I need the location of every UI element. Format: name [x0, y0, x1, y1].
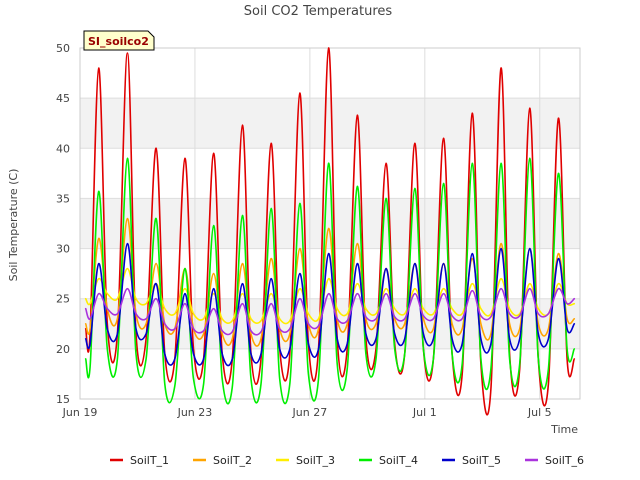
series-line-soilt-6: [84, 287, 576, 336]
legend-label: SoilT_5: [462, 454, 501, 467]
x-tick-label-0: Jun 19: [62, 406, 98, 419]
legend-label: SoilT_4: [379, 454, 418, 467]
legend: SoilT_1 SoilT_2 SoilT_3 SoilT_4 SoilT_5 SoilT…: [110, 454, 584, 467]
legend-item-soilt-4: SoilT_4: [359, 454, 418, 467]
x-tick-label-1: Jun 23: [177, 406, 213, 419]
y-tick-label-4: 35: [56, 192, 70, 205]
x-axis-ticks: Jun 19 Jun 23 Jun 27 Jul 1 Jul 5: [62, 406, 552, 419]
x-axis-label: Time: [550, 423, 578, 436]
site-badge-label: SI_soilco2: [88, 35, 149, 48]
legend-item-soilt-1: SoilT_1: [110, 454, 169, 467]
x-tick-label-2: Jun 27: [292, 406, 328, 419]
legend-label: SoilT_3: [296, 454, 335, 467]
legend-item-soilt-2: SoilT_2: [193, 454, 252, 467]
legend-label: SoilT_6: [545, 454, 584, 467]
y-axis-ticks: 15 20 25 30 35 40 45 50: [56, 42, 70, 406]
band-0: [80, 298, 580, 349]
series-line-soilt-1: [84, 47, 576, 416]
legend-label: SoilT_2: [213, 454, 252, 467]
legend-item-soilt-5: SoilT_5: [442, 454, 501, 467]
y-tick-label-2: 25: [56, 293, 70, 306]
legend-item-soilt-6: SoilT_6: [525, 454, 584, 467]
site-badge-box: [83, 30, 155, 51]
y-tick-label-1: 20: [56, 343, 70, 356]
y-tick-label-3: 30: [56, 243, 70, 256]
y-tick-label-7: 50: [56, 42, 70, 55]
legend-item-soilt-3: SoilT_3: [276, 454, 335, 467]
band-2: [80, 98, 580, 149]
x-tick-label-4: Jul 5: [527, 406, 552, 419]
legend-label: SoilT_1: [130, 454, 169, 467]
series-lines: [84, 47, 576, 416]
y-tick-label-6: 45: [56, 92, 70, 105]
chart-title: Soil CO2 Temperatures: [244, 4, 393, 19]
plot-frame: [79, 47, 581, 400]
y-axis-label: Soil Temperature (C): [7, 169, 20, 282]
x-tick-label-3: Jul 1: [412, 406, 437, 419]
y-tick-label-0: 15: [56, 393, 70, 406]
y-tick-label-5: 40: [56, 142, 70, 155]
site-badge: SI_soilco2: [83, 30, 155, 51]
series-line-soilt-5: [84, 242, 576, 367]
